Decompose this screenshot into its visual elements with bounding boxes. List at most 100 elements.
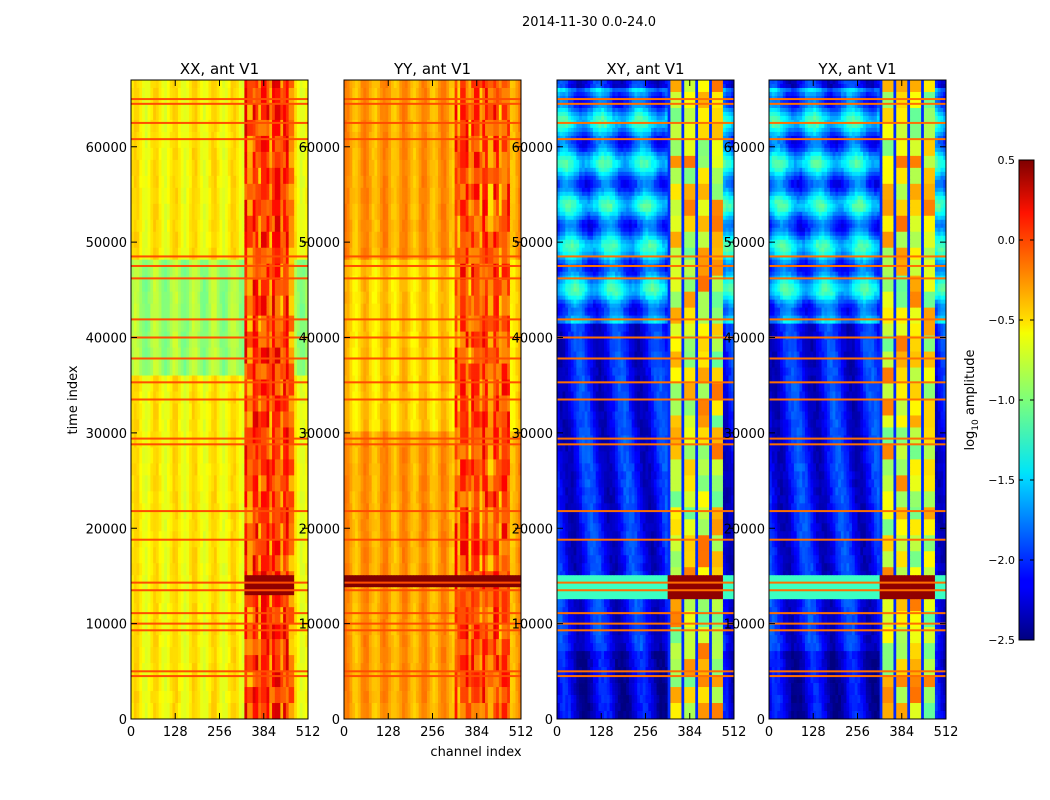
heatmap-cell bbox=[211, 92, 214, 96]
heatmap-cell bbox=[217, 128, 220, 132]
heatmap-cell bbox=[156, 84, 159, 88]
heatmap-cell bbox=[291, 132, 294, 136]
heatmap-cell bbox=[156, 92, 159, 96]
heatmap-cell bbox=[261, 92, 264, 96]
heatmap-cell bbox=[267, 124, 270, 128]
heatmap-cell bbox=[167, 92, 170, 96]
heatmap-cell bbox=[278, 128, 281, 132]
heatmap-cell bbox=[200, 80, 203, 84]
heatmap-cell bbox=[267, 92, 270, 96]
heatmap-cell bbox=[211, 128, 214, 132]
heatmap-cell bbox=[233, 128, 236, 132]
heatmap-cell bbox=[289, 92, 292, 96]
heatmap-cell bbox=[269, 112, 272, 116]
heatmap-cell bbox=[275, 80, 278, 84]
heatmap-cell bbox=[175, 124, 178, 128]
heatmap-cell bbox=[222, 84, 225, 88]
heatmap-cell bbox=[214, 124, 217, 128]
heatmap-cell bbox=[189, 132, 192, 136]
heatmap-cell bbox=[192, 108, 195, 112]
heatmap-cell bbox=[291, 80, 294, 84]
heatmap-cell bbox=[264, 128, 267, 132]
heatmap-cell bbox=[178, 88, 181, 92]
heatmap-cell bbox=[134, 128, 137, 132]
heatmap-cell bbox=[153, 80, 156, 84]
heatmap-cell bbox=[275, 84, 278, 88]
heatmap-cell bbox=[203, 80, 206, 84]
heatmap-cell bbox=[206, 108, 209, 112]
heatmap-cell bbox=[189, 124, 192, 128]
heatmap-cell bbox=[214, 112, 217, 116]
heatmap-cell bbox=[208, 108, 211, 112]
heatmap-cell bbox=[255, 108, 258, 112]
heatmap-cell bbox=[137, 112, 140, 116]
heatmap-cell bbox=[184, 92, 187, 96]
heatmap-cell bbox=[139, 88, 142, 92]
heatmap-cell bbox=[145, 92, 148, 96]
heatmap-cell bbox=[208, 124, 211, 128]
heatmap-cell bbox=[150, 112, 153, 116]
heatmap-cell bbox=[297, 132, 300, 136]
heatmap-cell bbox=[150, 124, 153, 128]
heatmap-cell bbox=[264, 124, 267, 128]
heatmap-cell bbox=[186, 116, 189, 120]
heatmap-cell bbox=[286, 132, 289, 136]
heatmap-cell bbox=[195, 116, 198, 120]
heatmap-cell bbox=[297, 116, 300, 120]
heatmap-cell bbox=[302, 88, 305, 92]
heatmap-cell bbox=[267, 84, 270, 88]
heatmap-cell bbox=[250, 128, 253, 132]
heatmap-cell bbox=[283, 84, 286, 88]
heatmap-cell bbox=[253, 108, 256, 112]
heatmap-cell bbox=[161, 128, 164, 132]
heatmap-cell bbox=[294, 132, 297, 136]
heatmap-cell bbox=[145, 128, 148, 132]
heatmap-cell bbox=[214, 128, 217, 132]
heatmap-cell bbox=[228, 80, 231, 84]
heatmap-cell bbox=[247, 80, 250, 84]
heatmap-cell bbox=[181, 128, 184, 132]
heatmap-cell bbox=[255, 132, 258, 136]
heatmap-cell bbox=[231, 116, 234, 120]
heatmap-cell bbox=[222, 80, 225, 84]
heatmap-cell bbox=[159, 112, 162, 116]
heatmap-cell bbox=[291, 108, 294, 112]
heatmap-cell bbox=[211, 88, 214, 92]
heatmap-cell bbox=[286, 108, 289, 112]
heatmap-cell bbox=[286, 128, 289, 132]
heatmap-cell bbox=[236, 108, 239, 112]
heatmap-cell bbox=[134, 116, 137, 120]
heatmap-cell bbox=[167, 116, 170, 120]
heatmap-cell bbox=[258, 112, 261, 116]
heatmap-cell bbox=[181, 132, 184, 136]
heatmap-cell bbox=[197, 84, 200, 88]
heatmap-cell bbox=[220, 132, 223, 136]
heatmap-cell bbox=[222, 132, 225, 136]
heatmap-cell bbox=[137, 84, 140, 88]
heatmap-cell bbox=[233, 108, 236, 112]
heatmap-cell bbox=[167, 132, 170, 136]
heatmap-cell bbox=[231, 124, 234, 128]
heatmap-cell bbox=[255, 92, 258, 96]
heatmap-cell bbox=[231, 88, 234, 92]
heatmap-cell bbox=[233, 80, 236, 84]
heatmap-cell bbox=[244, 80, 247, 84]
heatmap-cell bbox=[244, 92, 247, 96]
heatmap-cell bbox=[159, 108, 162, 112]
heatmap-cell bbox=[244, 88, 247, 92]
heatmap-cell bbox=[236, 128, 239, 132]
heatmap-cell bbox=[300, 84, 303, 88]
heatmap-cell bbox=[184, 88, 187, 92]
heatmap-cell bbox=[148, 112, 151, 116]
heatmap-cell bbox=[247, 116, 250, 120]
heatmap-cell bbox=[253, 132, 256, 136]
heatmap-cell bbox=[186, 80, 189, 84]
heatmap-cell bbox=[178, 108, 181, 112]
heatmap-cell bbox=[220, 128, 223, 132]
heatmap-cell bbox=[283, 112, 286, 116]
heatmap-cell bbox=[164, 84, 167, 88]
heatmap-cell bbox=[184, 132, 187, 136]
heatmap-cell bbox=[225, 92, 228, 96]
heatmap-cell bbox=[250, 112, 253, 116]
heatmap-cell bbox=[150, 84, 153, 88]
